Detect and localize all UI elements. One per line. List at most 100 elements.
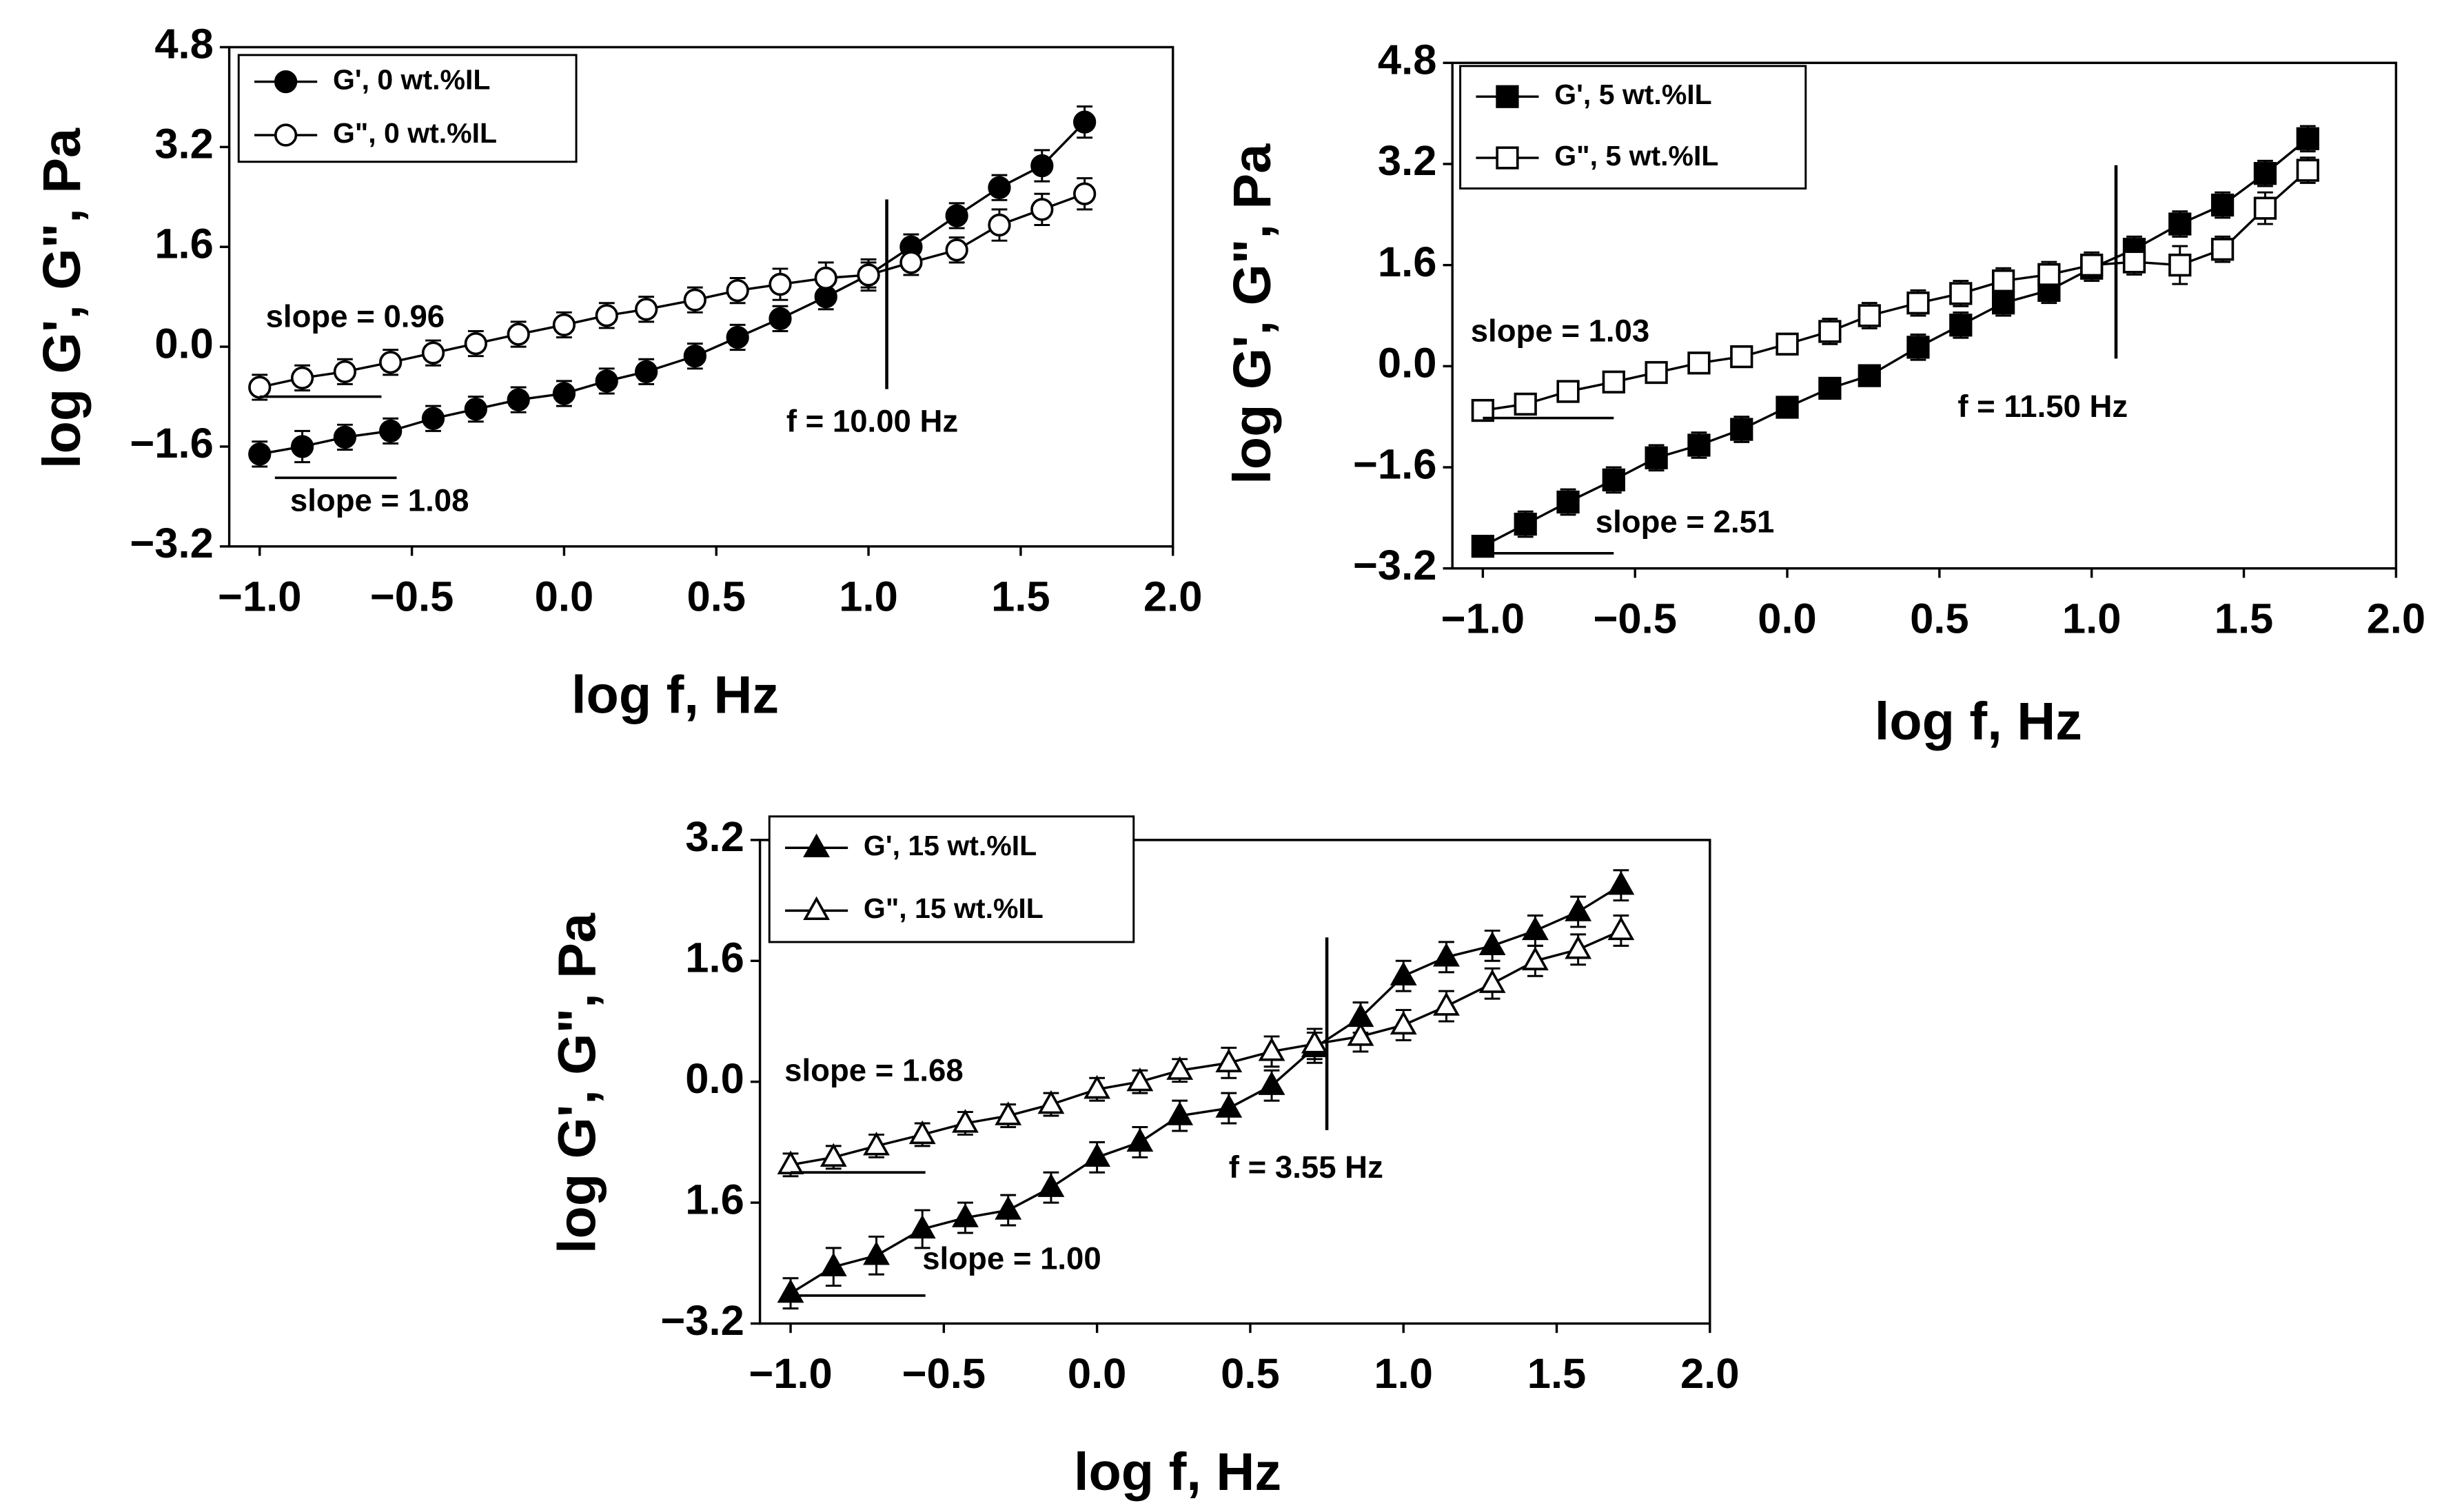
marker <box>379 419 403 442</box>
x-tick-label: −0.5 <box>902 1350 986 1398</box>
x-tick-label: 0.0 <box>1068 1350 1127 1398</box>
marker <box>1556 490 1580 514</box>
marker <box>1215 1094 1243 1118</box>
marker <box>1126 1067 1154 1092</box>
y-tick-label: 3.2 <box>685 813 744 861</box>
x-tick-label: 2.0 <box>2367 595 2426 642</box>
legend-label: G', 15 wt.%IL <box>864 830 1037 861</box>
marker <box>1514 512 1537 536</box>
marker <box>1556 380 1580 403</box>
y-tick-label: 0.0 <box>685 1055 744 1103</box>
marker <box>595 304 618 327</box>
marker <box>2037 263 2061 287</box>
marker <box>1818 376 1842 400</box>
marker <box>952 1109 979 1133</box>
marker <box>1602 370 1625 394</box>
legend-marker <box>1496 146 1519 170</box>
marker <box>1073 182 1097 205</box>
marker <box>2253 196 2277 220</box>
marker <box>464 331 487 356</box>
marker <box>683 345 706 368</box>
marker <box>726 278 749 303</box>
crossover-label: f = 3.55 Hz <box>1229 1150 1383 1185</box>
crossover-label: f = 10.00 Hz <box>786 404 958 439</box>
x-tick-label: 1.0 <box>2062 595 2122 642</box>
marker <box>988 176 1011 199</box>
marker <box>1776 396 1799 419</box>
slope-label: slope = 1.03 <box>1471 314 1650 349</box>
marker <box>814 266 837 290</box>
y-tick-label: 1.6 <box>685 1176 744 1223</box>
x-tick-label: −1.0 <box>749 1350 832 1398</box>
marker <box>1818 320 1842 343</box>
x-axis-title: log f, Hz <box>1074 1442 1281 1502</box>
marker <box>952 1203 979 1227</box>
marker <box>769 272 792 296</box>
x-tick-label: −1.0 <box>218 573 301 621</box>
marker <box>777 1150 804 1174</box>
marker <box>552 382 576 405</box>
marker <box>1776 332 1799 356</box>
marker <box>1730 418 1753 441</box>
plot-frame <box>227 45 1174 548</box>
marker <box>552 313 576 337</box>
legend-marker <box>274 70 298 94</box>
y-tick-label: 4.8 <box>154 21 213 68</box>
marker <box>2168 254 2192 277</box>
legend-label: G', 5 wt.%IL <box>1554 79 1711 110</box>
y-tick-label: 0.0 <box>1378 340 1437 387</box>
slope-label: slope = 1.68 <box>784 1053 964 1088</box>
x-tick-label: 0.0 <box>1758 595 1817 642</box>
marker <box>2210 193 2235 217</box>
marker <box>1949 282 1973 305</box>
marker <box>1521 946 1549 970</box>
marker <box>333 360 357 383</box>
marker <box>1607 916 1635 941</box>
legend-label: G", 15 wt.%IL <box>864 892 1044 924</box>
marker <box>769 307 792 330</box>
marker <box>683 288 706 311</box>
x-tick-label: 1.5 <box>1527 1350 1587 1398</box>
plot-frame <box>1451 61 2398 570</box>
marker <box>1602 468 1625 492</box>
x-tick-label: 0.5 <box>1910 595 1968 642</box>
marker <box>1645 446 1668 469</box>
y-tick-label: 1.6 <box>154 220 213 267</box>
marker <box>2296 127 2319 150</box>
marker <box>1607 870 1635 895</box>
y-tick-label: 4.8 <box>1378 36 1437 83</box>
marker <box>333 425 357 449</box>
x-tick-label: 0.5 <box>1221 1350 1280 1398</box>
chart: −3.2 −1.6 0.0 1.6 3.2 4.8 −1.0 −0.5 0.0 0.5 1.0 1.5… <box>32 21 1202 725</box>
marker <box>945 204 968 227</box>
x-tick-label: 0.5 <box>686 573 746 621</box>
x-tick-label: 1.5 <box>2215 595 2273 642</box>
marker <box>248 442 272 466</box>
marker <box>2253 162 2277 185</box>
marker <box>1906 336 1930 359</box>
legend-label: G", 0 wt.%IL <box>333 117 497 149</box>
marker <box>1906 292 1930 315</box>
marker <box>507 323 530 346</box>
marker <box>908 1120 936 1145</box>
marker <box>1687 351 1711 375</box>
marker <box>995 1196 1022 1220</box>
marker <box>899 251 923 274</box>
marker <box>1645 360 1668 385</box>
marker <box>507 388 530 411</box>
marker <box>1037 1173 1065 1197</box>
marker <box>1433 943 1460 967</box>
marker <box>2080 254 2104 277</box>
marker <box>1073 110 1097 134</box>
x-tick-label: 1.5 <box>991 573 1050 621</box>
x-axis-title: log f, Hz <box>1875 692 2082 751</box>
x-tick-label: 1.0 <box>1374 1350 1432 1398</box>
marker <box>290 435 314 458</box>
marker <box>1037 1090 1065 1114</box>
y-tick-label: −3.2 <box>660 1297 744 1345</box>
marker <box>777 1278 804 1303</box>
y-tick-label: 1.6 <box>1378 238 1437 286</box>
marker <box>726 325 749 349</box>
marker <box>2210 238 2235 261</box>
legend-marker <box>1496 85 1519 108</box>
